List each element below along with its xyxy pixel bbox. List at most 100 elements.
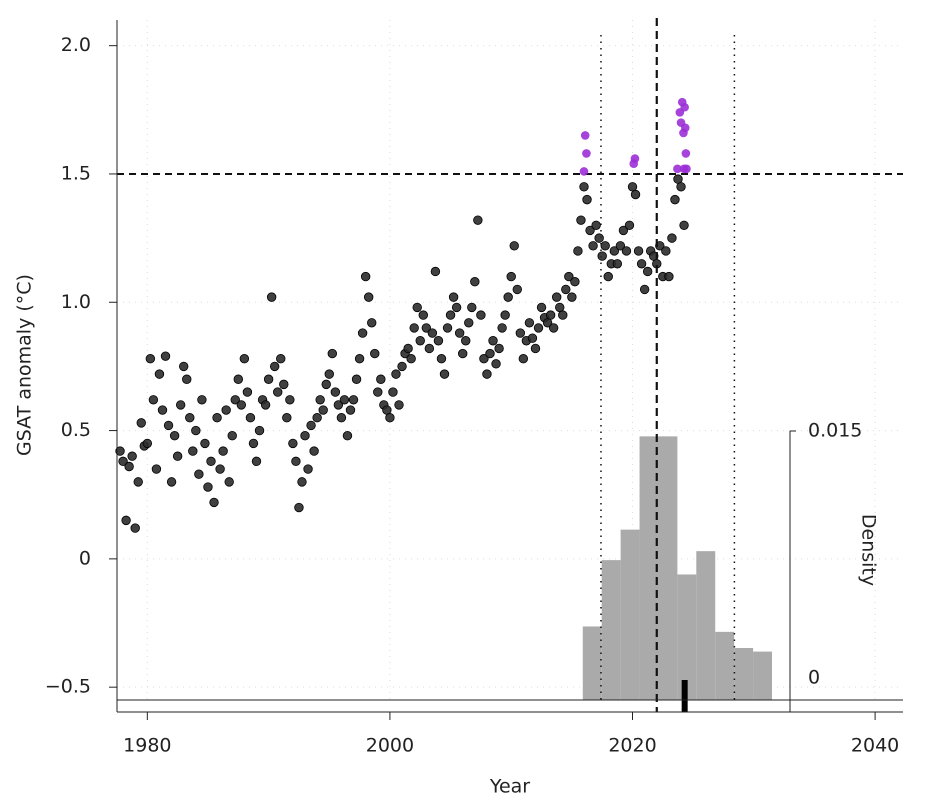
data-point — [436, 354, 447, 364]
data-point — [457, 348, 468, 359]
data-point — [612, 259, 623, 269]
histogram-bar — [696, 551, 716, 700]
data-point — [548, 323, 559, 333]
data-point — [339, 395, 350, 405]
data-point — [506, 271, 516, 282]
data-point — [324, 369, 334, 379]
data-point — [291, 456, 301, 467]
year-marker — [681, 680, 688, 712]
data-point — [175, 400, 186, 410]
data-point — [430, 266, 441, 277]
data-point — [136, 418, 146, 428]
data-point — [667, 233, 677, 243]
data-point — [224, 477, 234, 487]
data-point — [397, 361, 407, 372]
data-point — [558, 310, 568, 320]
y-tick-label: 1.5 — [61, 162, 91, 184]
data-point — [415, 336, 425, 346]
y-tick-label: 1.0 — [61, 291, 91, 313]
data-point — [348, 395, 359, 405]
data-point — [239, 354, 250, 364]
data-point — [194, 469, 204, 479]
data-point — [115, 446, 125, 456]
data-point — [182, 374, 192, 384]
data-point — [461, 336, 471, 346]
data-point — [564, 271, 574, 282]
data-point — [142, 438, 153, 449]
y-tick-label: 2.0 — [61, 34, 91, 56]
data-point — [621, 246, 632, 256]
histogram-bar — [620, 529, 640, 700]
data-point — [618, 225, 629, 236]
data-point — [412, 302, 422, 313]
histogram-bar — [582, 626, 602, 700]
data-point — [409, 323, 419, 333]
data-point — [385, 413, 395, 423]
data-point — [536, 302, 547, 313]
data-point — [260, 400, 271, 410]
data-point — [591, 220, 601, 230]
y-tick-label: −0.5 — [45, 676, 91, 698]
data-point — [388, 387, 398, 397]
data-point — [624, 220, 635, 230]
data-point — [288, 438, 298, 449]
data-point — [418, 310, 428, 320]
data-point — [681, 149, 691, 158]
data-point — [494, 343, 504, 354]
data-point — [597, 251, 607, 261]
data-point — [421, 323, 432, 333]
data-point — [221, 405, 231, 415]
data-point — [367, 318, 377, 328]
data-point — [442, 323, 453, 333]
data-point — [451, 302, 462, 313]
data-point — [351, 374, 362, 384]
data-point — [682, 164, 691, 174]
data-point — [279, 379, 289, 390]
data-point — [118, 456, 128, 467]
data-point — [582, 194, 592, 205]
data-point — [227, 430, 237, 441]
data-point — [157, 405, 168, 415]
data-point — [233, 374, 243, 384]
histogram-bar — [601, 560, 621, 700]
data-point — [454, 328, 465, 338]
data-point — [251, 456, 262, 467]
data-point — [242, 387, 253, 397]
data-point — [370, 348, 380, 359]
data-point — [639, 284, 650, 295]
data-point — [130, 523, 140, 533]
data-point — [169, 430, 180, 441]
data-point — [600, 241, 610, 251]
data-point — [479, 354, 489, 364]
data-point — [360, 271, 371, 282]
data-point — [212, 413, 222, 423]
data-point — [467, 302, 477, 313]
data-point — [439, 369, 450, 379]
data-point — [661, 246, 671, 256]
data-point — [206, 456, 216, 467]
data-point — [151, 464, 162, 474]
data-point — [309, 446, 319, 456]
x-tick-label: 2000 — [366, 735, 414, 757]
x-tick-label: 1980 — [123, 735, 171, 757]
data-point — [203, 482, 213, 492]
x-tick-label: 2040 — [851, 735, 899, 757]
data-point — [191, 425, 201, 436]
data-point — [433, 336, 444, 346]
y-tick-label: 0.5 — [61, 419, 91, 441]
data-point — [197, 395, 207, 405]
data-point — [127, 451, 137, 461]
histogram-bar — [753, 651, 772, 700]
data-point — [576, 215, 586, 225]
data-point — [680, 102, 689, 112]
data-point — [276, 354, 286, 364]
data-point — [342, 430, 353, 441]
data-point — [630, 154, 640, 163]
data-point — [145, 354, 156, 364]
data-point — [670, 194, 680, 205]
data-point — [642, 266, 653, 277]
data-point — [185, 413, 195, 423]
data-point — [533, 323, 544, 333]
data-point — [333, 400, 344, 410]
